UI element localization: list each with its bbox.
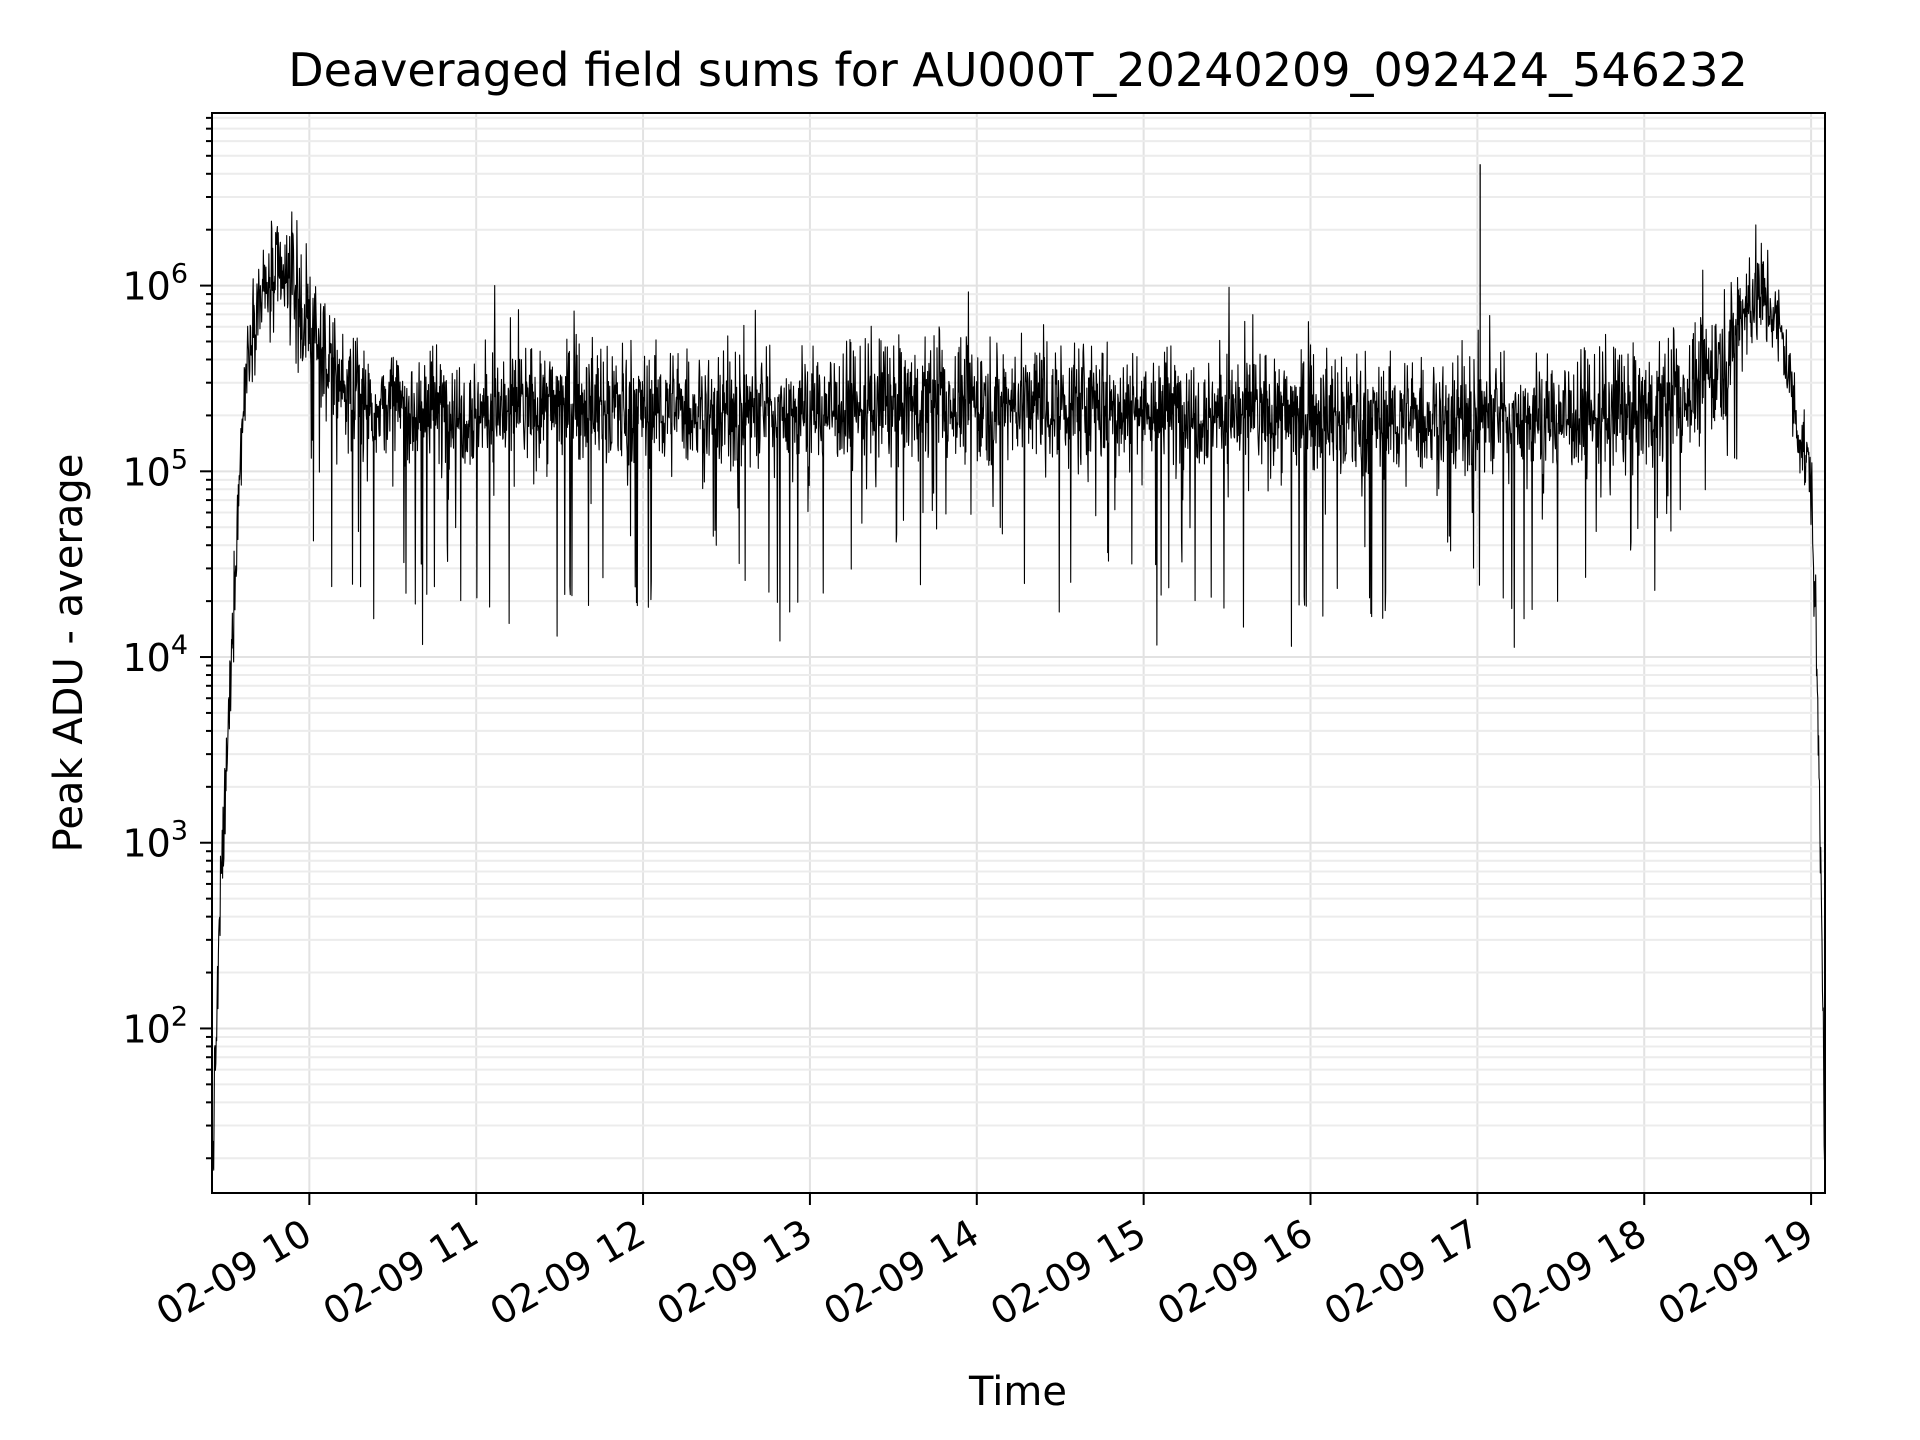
y-tick-label: 103 [122, 816, 188, 866]
plot-frame [211, 112, 1826, 1194]
y-tick-exponent: 4 [171, 630, 188, 661]
y-axis-label: Peak ADU - average [46, 454, 92, 853]
series-line [211, 211, 1826, 1193]
data-series [211, 164, 1826, 1193]
y-tick-exponent: 5 [171, 444, 188, 475]
y-tick-label: 104 [122, 630, 188, 680]
y-tick-exponent: 3 [171, 816, 188, 847]
y-tick-exponent: 2 [171, 1001, 188, 1032]
y-tick-base: 10 [122, 265, 170, 309]
y-tick-exponent: 6 [171, 259, 188, 290]
chart-title: Deaveraged field sums for AU000T_2024020… [288, 43, 1748, 97]
y-tick-base: 10 [122, 1007, 170, 1051]
y-tick-label: 106 [122, 259, 188, 309]
axis-ticks [200, 116, 1813, 1205]
y-tick-label: 105 [122, 444, 188, 494]
y-tick-label: 102 [122, 1001, 188, 1051]
grid-lines [212, 113, 1825, 1193]
x-axis-label: Time [968, 1369, 1067, 1415]
y-tick-base: 10 [122, 822, 170, 866]
y-tick-base: 10 [122, 450, 170, 494]
y-tick-base: 10 [122, 636, 170, 680]
